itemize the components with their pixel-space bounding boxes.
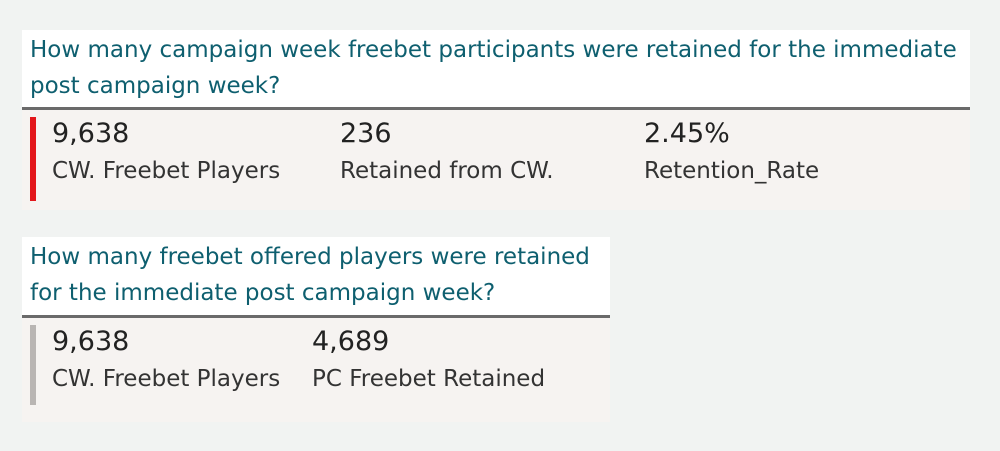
kpi-label: Retained from CW. — [340, 158, 554, 184]
kpi-value: 2.45% — [644, 118, 730, 149]
accent-bar — [30, 325, 36, 405]
card-title: How many campaign week freebet participa… — [22, 30, 970, 110]
kpi-pc-freebet-retained: 4,689 PC Freebet Retained — [312, 318, 602, 422]
retention-card-campaign-week: How many campaign week freebet participa… — [22, 30, 970, 210]
kpi-label: PC Freebet Retained — [312, 366, 546, 392]
kpi-label: CW. Freebet Players — [52, 366, 281, 392]
kpi-row: 9,638 CW. Freebet Players 236 Retained f… — [22, 110, 970, 210]
kpi-value: 4,689 — [312, 326, 390, 357]
kpi-cw-freebet-players: 9,638 CW. Freebet Players — [36, 318, 312, 422]
kpi-value: 9,638 — [52, 118, 130, 149]
kpi-cw-freebet-players: 9,638 CW. Freebet Players — [36, 110, 340, 210]
kpi-retention-rate: 2.45% Retention_Rate — [644, 110, 944, 210]
retention-card-freebet-offered: How many freebet offered players were re… — [22, 237, 610, 422]
kpi-label: Retention_Rate — [644, 158, 820, 184]
card-title: How many freebet offered players were re… — [22, 237, 610, 318]
accent-bar — [30, 117, 36, 201]
kpi-value: 9,638 — [52, 326, 130, 357]
kpi-label: CW. Freebet Players — [52, 158, 281, 184]
kpi-retained-from-cw: 236 Retained from CW. — [340, 110, 644, 210]
kpi-row: 9,638 CW. Freebet Players 4,689 PC Freeb… — [22, 318, 610, 422]
kpi-value: 236 — [340, 118, 392, 149]
